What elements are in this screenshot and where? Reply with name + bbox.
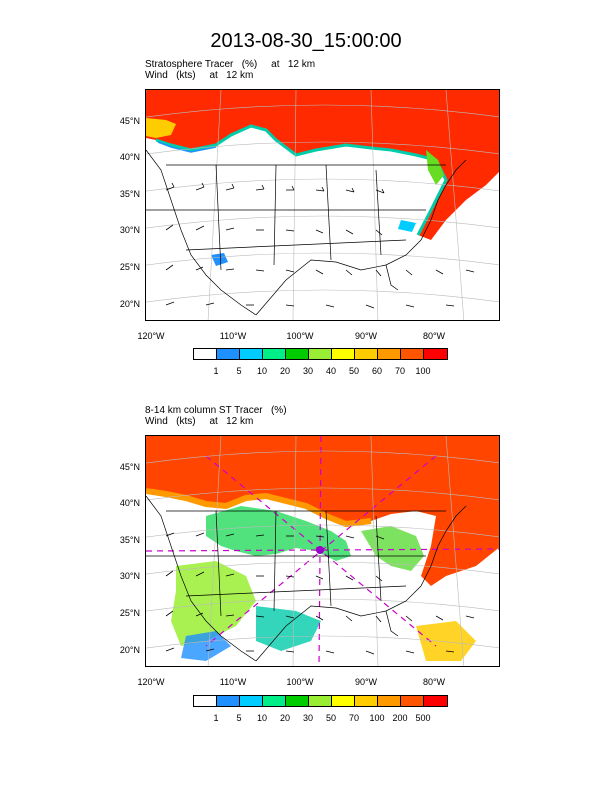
panel2-wind-barbs — [165, 532, 475, 655]
panel2-lon-80: 80°W — [422, 677, 446, 687]
panel2-map — [145, 435, 500, 667]
panel1-colorbar-label: 40 — [325, 366, 336, 376]
main-title: 2013-08-30_15:00:00 — [210, 30, 402, 52]
panel2-title-line2: Wind (kts) at 12 km — [145, 416, 254, 427]
panel2-colorbar-swatch — [309, 696, 332, 706]
panel1-colorbar-label: 60 — [371, 366, 382, 376]
panel2-colorbar-swatch — [286, 696, 309, 706]
panel1-colorbar-label: 5 — [236, 366, 242, 376]
panel2-colorbar-label: 30 — [302, 713, 313, 723]
panel1-tracer-blue-spot1 — [211, 253, 228, 266]
panel2-colorbar-swatch — [378, 696, 401, 706]
panel2-colorbar-swatch — [240, 696, 263, 706]
panel2-map-svg — [146, 436, 499, 666]
panel1-lat-25: 25°N — [119, 262, 140, 272]
panel2-colorbar-swatch — [194, 696, 217, 706]
panel1-graticule — [146, 90, 499, 320]
panel1-colorbar-swatch — [194, 349, 217, 359]
panel2-lat-45: 45°N — [119, 462, 140, 472]
panel2-tracer-green-2 — [361, 526, 424, 571]
panel1-colorbar-label: 50 — [348, 366, 359, 376]
panel1-colorbar-swatch — [263, 349, 286, 359]
panel1-colorbar — [193, 348, 448, 360]
panel2-graticule — [146, 436, 499, 666]
panel1-title-line2: Wind (kts) at 12 km — [145, 70, 254, 81]
panel1-colorbar-swatch — [286, 349, 309, 359]
panel1-lat-45: 45°N — [119, 116, 140, 126]
panel2-colorbar-swatch — [355, 696, 378, 706]
panel1-tracer-blue-spot2 — [398, 220, 416, 232]
panel2-lat-35: 35°N — [119, 535, 140, 545]
panel2-colorbar-label: 100 — [369, 713, 385, 723]
panel2-lon-120: 120°W — [137, 677, 165, 687]
panel2-lon-90: 90°W — [354, 677, 378, 687]
panel1-lon-90: 90°W — [354, 331, 378, 341]
panel1-lat-35: 35°N — [119, 189, 140, 199]
panel1-colorbar-label: 100 — [415, 366, 431, 376]
panel2-lat-40: 40°N — [119, 498, 140, 508]
panel1-colorbar-label: 20 — [279, 366, 290, 376]
panel2-colorbar-swatch — [332, 696, 355, 706]
panel1-colorbar-swatch — [240, 349, 263, 359]
panel1-colorbar-swatch — [424, 349, 447, 359]
panel2-colorbar-label: 1 — [213, 713, 219, 723]
panel1-colorbar-label: 10 — [256, 366, 267, 376]
panel2-title: 8-14 km column ST Tracer (%) Wind (kts) … — [145, 405, 287, 427]
panel2-colorbar-swatch — [217, 696, 240, 706]
panel2-title-line1: 8-14 km column ST Tracer (%) — [145, 405, 287, 416]
panel1-coastline — [146, 149, 467, 316]
panel2-colorbar — [193, 695, 448, 707]
panel1-lat-30: 30°N — [119, 225, 140, 235]
panel2-tracer-green-band — [206, 506, 351, 561]
panel1-tracer-green — [426, 150, 444, 185]
panel2-center-marker — [316, 546, 324, 554]
panel2-lat-20: 20°N — [119, 645, 140, 655]
panel1-map-svg — [146, 90, 499, 320]
panel1-colorbar-swatch — [378, 349, 401, 359]
panel1-lon-110: 110°W — [219, 331, 247, 341]
panel2-colorbar-label: 10 — [256, 713, 267, 723]
panel1-colorbar-label: 70 — [394, 366, 405, 376]
panel2-colorbar-label: 5 — [236, 713, 242, 723]
panel1-colorbar-label: 1 — [213, 366, 219, 376]
panel1-tracer-high — [146, 90, 499, 240]
panel2-colorbar-label: 50 — [325, 713, 336, 723]
panel1-map — [145, 89, 500, 321]
panel2-colorbar-label: 200 — [392, 713, 408, 723]
panel1-lon-100: 100°W — [286, 331, 314, 341]
panel1-colorbar-swatch — [401, 349, 424, 359]
panel1-wind-barbs — [165, 182, 475, 309]
panel2-lat-25: 25°N — [119, 608, 140, 618]
panel2-colorbar-label: 20 — [279, 713, 290, 723]
panel2-lat-30: 30°N — [119, 571, 140, 581]
panel2-colorbar-label: 500 — [415, 713, 431, 723]
panel2-colorbar-swatch — [424, 696, 447, 706]
panel2-lon-100: 100°W — [286, 677, 314, 687]
panel1-lon-120: 120°W — [137, 331, 165, 341]
panel1-tracer-orange — [146, 118, 176, 138]
panel2-lon-110: 110°W — [219, 677, 247, 687]
panel1-colorbar-swatch — [355, 349, 378, 359]
panel2-colorbar-label: 70 — [348, 713, 359, 723]
panel2-colorbar-swatch — [263, 696, 286, 706]
panel1-colorbar-swatch — [217, 349, 240, 359]
panel1-colorbar-swatch — [309, 349, 332, 359]
panel1-lon-80: 80°W — [422, 331, 446, 341]
panel1-lat-40: 40°N — [119, 152, 140, 162]
panel1-colorbar-label: 30 — [302, 366, 313, 376]
panel1-title-line1: Stratosphere Tracer (%) at 12 km — [145, 59, 316, 70]
panel1-colorbar-swatch — [332, 349, 355, 359]
panel1-title: Stratosphere Tracer (%) at 12 km Wind (k… — [145, 59, 315, 81]
panel2-colorbar-swatch — [401, 696, 424, 706]
panel1-lat-20: 20°N — [119, 299, 140, 309]
panel2-coastline — [146, 495, 467, 662]
